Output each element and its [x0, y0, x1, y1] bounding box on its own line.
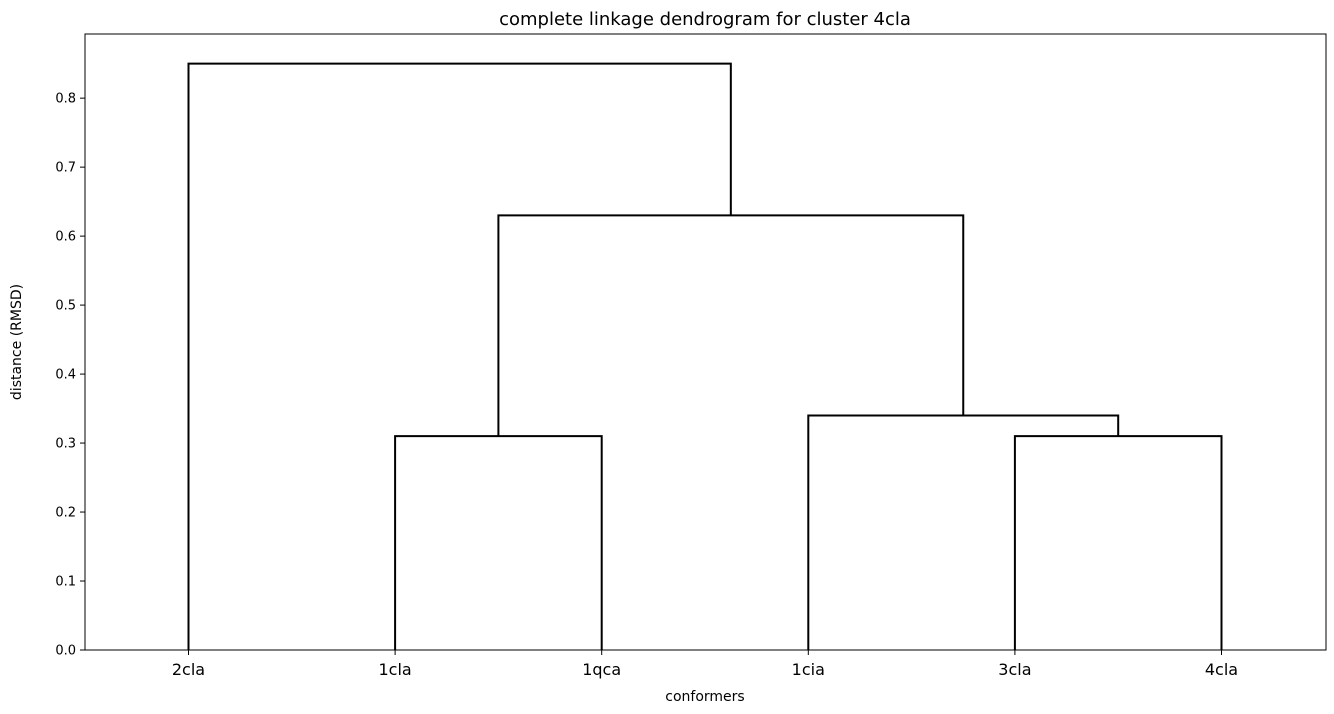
y-tick-label: 0.0: [55, 644, 76, 659]
leaf-label-4cla: 4cla: [1205, 660, 1238, 679]
link-root-2cla: [187, 62, 732, 650]
leaf-label-3cla: 3cla: [998, 660, 1031, 679]
leaf-label-1cla: 1cla: [378, 660, 411, 679]
x-axis-label: conformers: [665, 689, 744, 705]
y-tick-label: 0.8: [55, 92, 76, 107]
link-1cla-1qca: [394, 435, 603, 650]
link-pair-trio: [497, 214, 965, 437]
y-axis-ticks: 0.0 0.1 0.2 0.3 0.4 0.5 0.6 0.7 0.8: [55, 92, 85, 659]
leaf-label-1cia: 1cia: [792, 660, 825, 679]
chart-title: complete linkage dendrogram for cluster …: [499, 9, 911, 30]
link-1cia-3cla4cla: [807, 414, 1120, 650]
dendrogram-links: [187, 62, 1223, 650]
y-tick-label: 0.4: [55, 368, 76, 383]
leaf-label-2cla: 2cla: [172, 660, 205, 679]
link-3cla-4cla: [1013, 435, 1223, 650]
y-tick-label: 0.3: [55, 437, 76, 452]
y-axis-label: distance (RMSD): [9, 284, 25, 400]
y-tick-label: 0.7: [55, 161, 76, 176]
leaf-label-1qca: 1qca: [582, 660, 621, 679]
x-axis-ticks: 2cla 1cla 1qca 1cia 3cla 4cla: [172, 650, 1238, 679]
y-tick-label: 0.6: [55, 230, 76, 245]
y-tick-label: 0.5: [55, 299, 76, 314]
y-tick-label: 0.1: [55, 575, 76, 590]
y-tick-label: 0.2: [55, 506, 76, 521]
axes-frame: [84, 33, 1327, 651]
